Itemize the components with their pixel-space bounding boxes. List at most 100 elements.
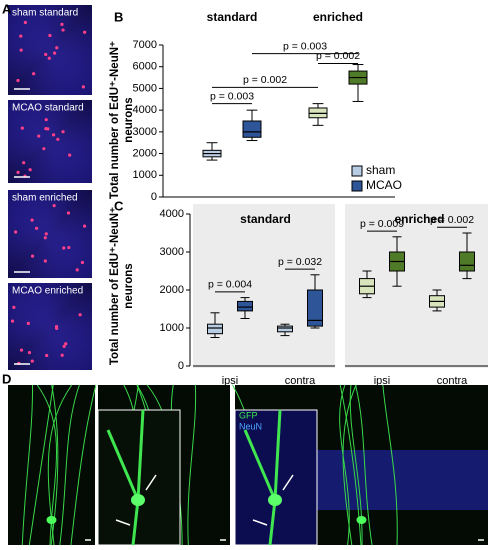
y-tick-label: 4000 [160, 208, 184, 220]
y-tick-label: 1000 [160, 322, 184, 334]
box [459, 251, 475, 272]
cell [61, 28, 65, 32]
y-tick-label: 2000 [160, 284, 184, 296]
cell [55, 326, 59, 331]
cell [62, 246, 66, 250]
cell [64, 342, 68, 346]
arrow [252, 519, 268, 526]
cell [19, 348, 24, 352]
y-tick-label: 4000 [133, 104, 157, 116]
y-axis-label: Total number of EdU⁺-NeuN⁺ neurons [109, 206, 135, 366]
panel-letter: A [2, 1, 12, 16]
cell [51, 133, 56, 137]
cell [37, 134, 41, 138]
image-label: sham enriched [12, 193, 78, 204]
neurite [21, 384, 33, 546]
cell [62, 344, 66, 348]
p-value: p = 0.009 [360, 218, 404, 230]
panel-a-images: sham standard MCAO standard sham enriched M… [8, 5, 92, 370]
p-value: p = 0.032 [278, 256, 322, 268]
stain-label: NeuN [239, 421, 262, 431]
cell [82, 224, 87, 228]
soma [356, 516, 367, 524]
legend-swatch [351, 180, 363, 192]
cell [12, 305, 16, 309]
cell [32, 72, 36, 76]
p-value: p = 0.003 [283, 40, 327, 52]
image-label: MCAO standard [12, 103, 84, 114]
soma [46, 516, 57, 524]
tissue-band [8, 190, 92, 278]
legend-swatch [351, 165, 363, 177]
cell [67, 245, 71, 250]
cell [43, 259, 47, 263]
cell [27, 351, 32, 355]
cell [81, 85, 85, 89]
panel-letter: C [114, 198, 124, 213]
cell [52, 51, 57, 55]
arrow [282, 474, 294, 491]
neurite [28, 384, 54, 546]
neurite [70, 384, 97, 546]
group-label: enriched [313, 10, 363, 24]
arrow [115, 519, 131, 526]
cell [10, 319, 15, 323]
cell [80, 260, 85, 265]
cell [20, 126, 24, 130]
p-value: p = 0.004 [208, 279, 252, 291]
x-tick-label: contra [437, 375, 468, 387]
cell [26, 321, 30, 325]
cell [16, 78, 20, 83]
y-tick-label: 1000 [133, 169, 157, 181]
legend-label: sham [366, 163, 395, 177]
image-label: sham standard [12, 8, 78, 19]
group-label: standard [207, 10, 258, 24]
cell [55, 46, 59, 50]
cell [47, 56, 51, 60]
soma [268, 494, 282, 506]
panel-letter: B [114, 9, 123, 24]
cell [61, 130, 65, 134]
cell [30, 254, 35, 258]
p-value: p = 0.002 [316, 50, 360, 62]
y-tick-label: 7000 [133, 39, 157, 51]
cell [30, 218, 34, 222]
box [277, 325, 293, 333]
x-tick-label: contra [285, 375, 316, 387]
box [237, 300, 253, 312]
neurite [339, 384, 350, 546]
y-tick-label: 3000 [133, 126, 157, 138]
cell [46, 127, 50, 131]
tissue-band [8, 100, 92, 183]
neurite [355, 384, 373, 546]
x-tick-label: ipsi [222, 375, 239, 387]
cell [52, 204, 56, 208]
cell [66, 211, 71, 215]
box [242, 120, 262, 138]
tissue-band [8, 283, 92, 370]
cell [44, 52, 48, 57]
y-tick-label: 5000 [133, 82, 157, 94]
y-axis-label: Total number of EdU⁺-NeuN⁺ neurons [109, 40, 135, 200]
cell [48, 33, 52, 38]
cell [45, 353, 49, 358]
box [207, 323, 223, 335]
p-value: p = 0.003 [210, 90, 254, 102]
box [307, 289, 323, 327]
soma [131, 494, 145, 506]
neurite [187, 384, 197, 546]
cell [30, 359, 34, 363]
neurite [59, 384, 80, 546]
stain-label: GFP [239, 410, 258, 420]
cell [83, 30, 87, 34]
cell [68, 153, 72, 157]
arrow [145, 474, 157, 491]
cell [60, 353, 64, 357]
p-value: p = 0.002 [243, 74, 287, 86]
cell [22, 161, 26, 165]
cell [56, 137, 60, 141]
cell [44, 118, 48, 122]
cell [43, 236, 47, 240]
